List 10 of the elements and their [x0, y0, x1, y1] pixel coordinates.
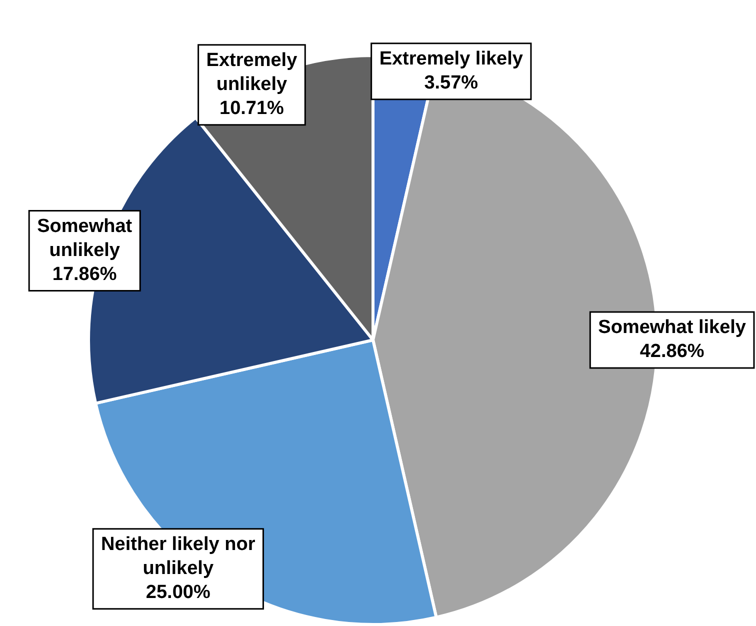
slice-label: Extremely likely [379, 48, 524, 70]
slice-label: Somewhat likely [598, 317, 746, 338]
data-label: 10.71% [219, 98, 284, 120]
data-label: 42.86% [640, 341, 704, 362]
data-label: 3.57% [424, 72, 478, 94]
data-label: 17.86% [52, 264, 117, 285]
data-label: 25.00% [146, 582, 210, 604]
slice-label: Somewhat unlikely [37, 216, 133, 261]
slice-label: Neither likely nor unlikely [101, 534, 256, 580]
slice-label: Extremely unlikely [206, 50, 298, 96]
